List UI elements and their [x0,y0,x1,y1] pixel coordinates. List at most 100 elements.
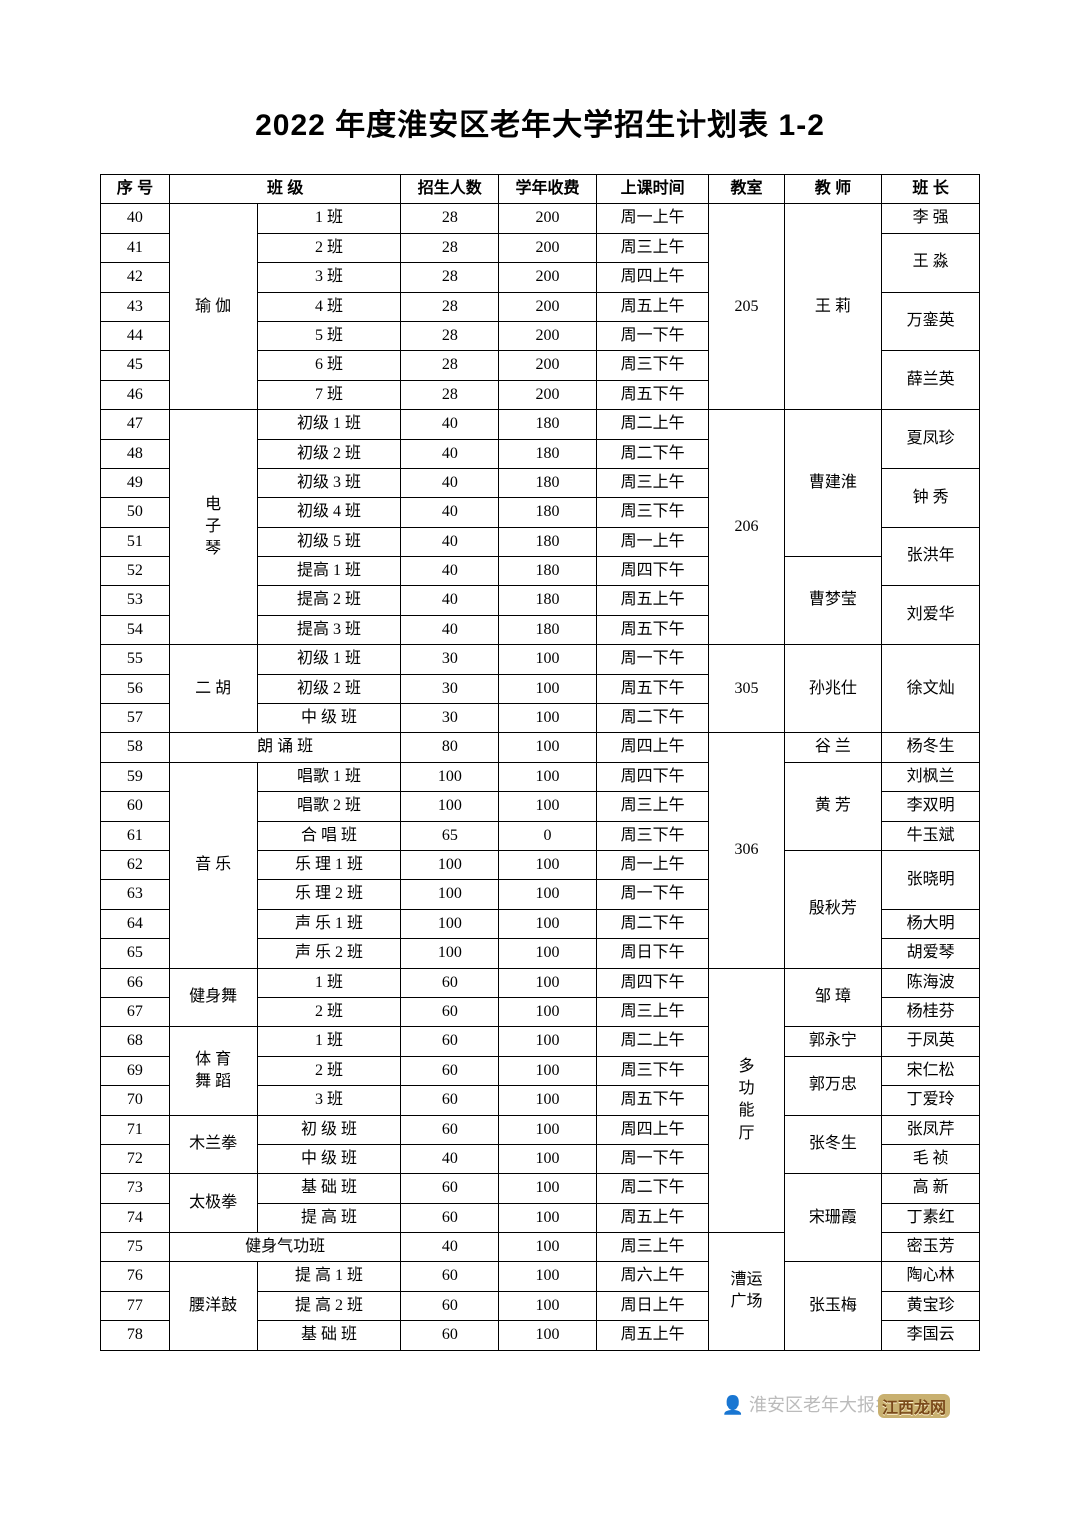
cell: 初级 2 班 [257,439,401,468]
cell: 40 [101,204,170,233]
table-row: 71木兰拳初 级 班60100周四上午张冬生张凤芹 [101,1115,980,1144]
cell: 206 [709,410,784,645]
cell: 200 [499,321,597,350]
cell: 二 胡 [169,645,257,733]
cell: 63 [101,880,170,909]
cell: 孙兆仕 [784,645,882,733]
cell: 周五下午 [596,674,709,703]
cell: 徐文灿 [882,645,980,733]
cell: 65 [101,939,170,968]
cell: 周五下午 [596,1086,709,1115]
cell: 张凤芹 [882,1115,980,1144]
cell: 100 [401,792,499,821]
cell: 殷秋芳 [784,850,882,968]
cell: 52 [101,557,170,586]
cell: 180 [499,527,597,556]
cell: 46 [101,380,170,409]
cell: 64 [101,909,170,938]
cell: 180 [499,498,597,527]
cell: 60 [401,997,499,1026]
cell: 乐 理 1 班 [257,850,401,879]
cell: 40 [401,410,499,439]
cell: 初级 1 班 [257,645,401,674]
cell: 音 乐 [169,762,257,968]
th-class: 班 级 [169,175,401,204]
cell: 180 [499,586,597,615]
cell: 74 [101,1203,170,1232]
cell: 周二下午 [596,909,709,938]
th-capacity: 招生人数 [401,175,499,204]
cell: 40 [401,586,499,615]
th-leader: 班 长 [882,175,980,204]
cell: 周三上午 [596,1233,709,1262]
cell: 100 [499,1174,597,1203]
cell: 毛 祯 [882,1144,980,1173]
cell: 40 [401,527,499,556]
cell: 2 班 [257,233,401,262]
cell: 200 [499,292,597,321]
cell: 杨冬生 [882,733,980,762]
th-room: 教室 [709,175,784,204]
cell: 周四下午 [596,968,709,997]
cell: 40 [401,557,499,586]
cell: 60 [101,792,170,821]
cell: 306 [709,733,784,968]
th-teacher: 教 师 [784,175,882,204]
cell: 初 级 班 [257,1115,401,1144]
cell: 周五上午 [596,1321,709,1350]
cell: 28 [401,321,499,350]
cell: 100 [499,880,597,909]
cell: 100 [499,1115,597,1144]
cell: 100 [499,704,597,733]
cell: 100 [499,1086,597,1115]
cell: 丁素红 [882,1203,980,1232]
cell: 60 [401,1086,499,1115]
cell: 100 [401,939,499,968]
cell: 70 [101,1086,170,1115]
cell: 木兰拳 [169,1115,257,1174]
cell: 健身气功班 [169,1233,401,1262]
cell: 杨大明 [882,909,980,938]
cell: 60 [401,968,499,997]
cell: 周三上午 [596,792,709,821]
cell: 28 [401,233,499,262]
cell: 周二下午 [596,439,709,468]
cell: 于凤英 [882,1027,980,1056]
cell: 周日下午 [596,939,709,968]
cell: 初级 5 班 [257,527,401,556]
cell: 77 [101,1291,170,1320]
cell: 1 班 [257,968,401,997]
cell: 周三上午 [596,997,709,1026]
cell: 40 [401,1233,499,1262]
cell: 53 [101,586,170,615]
cell: 陈海波 [882,968,980,997]
cell: 李国云 [882,1321,980,1350]
cell: 40 [401,468,499,497]
cell: 提 高 1 班 [257,1262,401,1291]
cell: 宋珊霞 [784,1174,882,1262]
cell: 200 [499,204,597,233]
th-seq: 序 号 [101,175,170,204]
cell: 100 [499,645,597,674]
cell: 75 [101,1233,170,1262]
cell: 28 [401,292,499,321]
cell: 60 [401,1262,499,1291]
page-title: 2022 年度淮安区老年大学招生计划表 1-2 [100,100,980,144]
cell: 薛兰英 [882,351,980,410]
cell: 初级 1 班 [257,410,401,439]
cell: 78 [101,1321,170,1350]
cell: 4 班 [257,292,401,321]
cell: 周五下午 [596,615,709,644]
cell: 宋仁松 [882,1056,980,1085]
cell: 2 班 [257,997,401,1026]
cell: 张洪年 [882,527,980,586]
cell: 胡爱琴 [882,939,980,968]
cell: 49 [101,468,170,497]
cell: 6 班 [257,351,401,380]
cell: 41 [101,233,170,262]
cell: 提高 2 班 [257,586,401,615]
th-fee: 学年收费 [499,175,597,204]
table-row: 40瑜 伽1 班28200周一上午205王 莉李 强 [101,204,980,233]
cell: 张冬生 [784,1115,882,1174]
cell: 100 [499,674,597,703]
